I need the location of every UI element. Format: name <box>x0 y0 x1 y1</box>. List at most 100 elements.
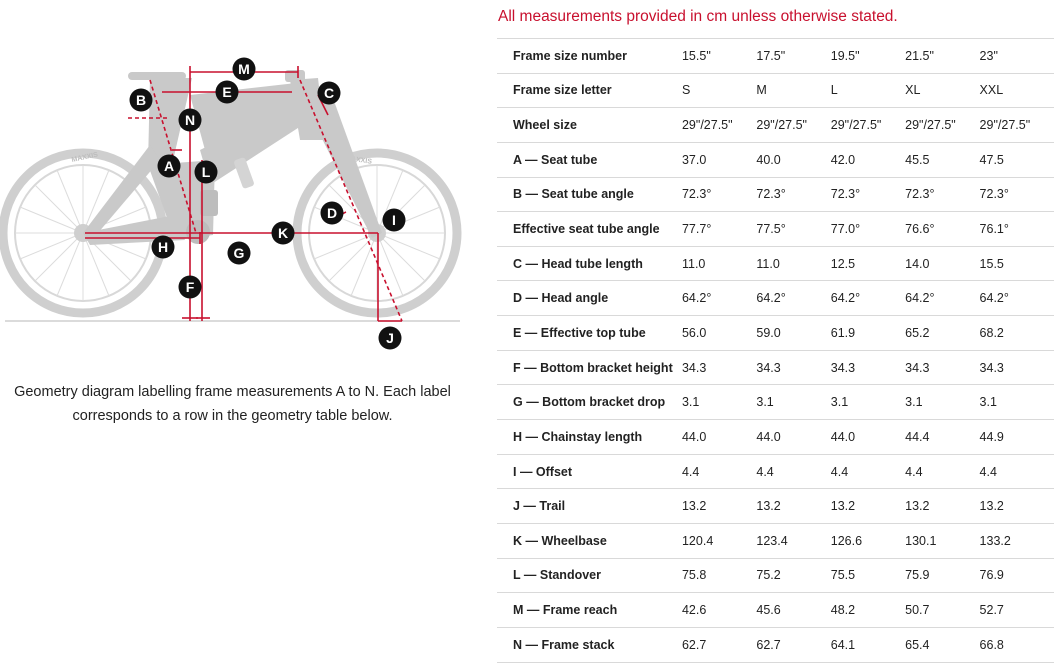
table-cell: 4.4 <box>905 464 923 479</box>
svg-text:C: C <box>324 85 334 101</box>
row-label: C — Head tube length <box>513 256 643 271</box>
svg-text:L: L <box>202 164 211 180</box>
table-cell: 29"/27.5" <box>830 118 882 133</box>
table-cell: 64.2° <box>830 291 861 306</box>
table-cell: 13.2 <box>756 499 781 514</box>
badge-D: D <box>320 201 344 225</box>
table-cell: 64.2° <box>681 291 712 306</box>
svg-text:F: F <box>186 279 195 295</box>
table-cell: 12.5 <box>830 256 856 271</box>
row-label: L — Standover <box>513 568 601 583</box>
row-label: Frame size letter <box>513 83 612 98</box>
table-cell: 65.4 <box>905 637 930 652</box>
table-cell: L <box>830 83 838 98</box>
diagram-caption: Geometry diagram labelling frame measure… <box>14 384 451 424</box>
table-cell: 72.3° <box>681 187 712 202</box>
table-cell: 75.2 <box>756 568 781 583</box>
table-cell: 72.3° <box>756 187 786 202</box>
badge-G: G <box>227 241 251 265</box>
table-row: M — Frame reach 42.6 45.6 48.2 50.7 52.7 <box>497 593 1054 628</box>
table-row: K — Wheelbase 120.4 123.4 126.6 130.1 133.2 <box>497 523 1054 559</box>
table-cell: 29"/27.5" <box>681 118 733 133</box>
svg-text:J: J <box>386 330 394 346</box>
table-cell: 45.5 <box>905 152 930 167</box>
svg-text:E: E <box>222 84 231 100</box>
table-cell: 75.9 <box>905 568 930 583</box>
svg-text:N: N <box>185 112 195 128</box>
row-label: Wheel size <box>513 118 577 133</box>
table-row: Frame size letter S M L XL XXL <box>497 73 1054 108</box>
table-row: C — Head tube length 11.0 11.0 12.5 14.0 15.5 <box>497 246 1054 281</box>
table-cell: 34.3 <box>681 360 707 375</box>
row-label: K — Wheelbase <box>513 533 607 548</box>
table-cell: 126.6 <box>830 533 863 548</box>
table-cell: 23" <box>979 48 998 63</box>
table-cell: 61.9 <box>830 325 856 340</box>
table-cell: 29"/27.5" <box>905 118 956 133</box>
table-cell: 75.5 <box>830 568 856 583</box>
badge-B: B <box>129 88 153 112</box>
table-cell: 72.3° <box>905 187 935 202</box>
table-cell: 19.5" <box>830 48 860 63</box>
table-cell: 42.6 <box>681 603 707 618</box>
badge-K: K <box>271 221 295 245</box>
table-row: H — Chainstay length 44.0 44.0 44.0 44.4 44.9 <box>497 420 1054 455</box>
svg-text:D: D <box>327 205 337 221</box>
table-row: Wheel size 29"/27.5" 29"/27.5" 29"/27.5" 29"… <box>497 108 1054 143</box>
table-cell: 13.2 <box>681 499 707 514</box>
table-cell: 59.0 <box>756 325 781 340</box>
svg-text:M: M <box>238 61 250 77</box>
table-cell: 11.0 <box>681 256 706 271</box>
table-row: G — Bottom bracket drop 3.1 3.1 3.1 3.1 3.1 <box>497 385 1054 420</box>
svg-text:A: A <box>164 158 174 174</box>
table-cell: 64.2° <box>756 291 786 306</box>
table-cell: 4.4 <box>756 464 774 479</box>
badge-N: N <box>178 108 202 132</box>
table-cell: 37.0 <box>681 152 707 167</box>
badge-H: H <box>151 235 175 259</box>
table-cell: 29"/27.5" <box>756 118 807 133</box>
row-label: D — Head angle <box>513 291 609 306</box>
table-cell: 123.4 <box>756 533 788 548</box>
table-cell: 77.5° <box>756 222 786 237</box>
badge-C: C <box>317 81 341 105</box>
table-cell: 34.3 <box>830 360 856 375</box>
table-cell: 11.0 <box>756 256 780 271</box>
table-cell: M <box>756 83 767 98</box>
table-cell: 48.2 <box>830 603 856 618</box>
table-row: D — Head angle 64.2° 64.2° 64.2° 64.2° 64.2° <box>497 281 1054 316</box>
table-cell: 66.8 <box>979 637 1004 652</box>
geometry-diagram: MAXXIS MAXXIS <box>0 57 462 350</box>
row-label: F — Bottom bracket height <box>513 360 673 375</box>
table-cell: 76.1° <box>979 222 1009 237</box>
row-label: I — Offset <box>513 464 573 479</box>
badge-A: A <box>157 154 181 178</box>
table-cell: 64.1 <box>830 637 856 652</box>
table-cell: 40.0 <box>756 152 781 167</box>
table-cell: 75.8 <box>681 568 707 583</box>
row-label: B — Seat tube angle <box>513 187 634 202</box>
table-row: B — Seat tube angle 72.3° 72.3° 72.3° 72.3° 7… <box>497 177 1054 212</box>
table-cell: 65.2 <box>905 325 930 340</box>
row-label: E — Effective top tube <box>513 325 646 340</box>
badge-E: E <box>215 80 239 104</box>
table-cell: 44.4 <box>905 429 930 444</box>
table-cell: 62.7 <box>756 637 781 652</box>
table-cell: 47.5 <box>979 152 1004 167</box>
table-cell: 44.0 <box>756 429 781 444</box>
table-cell: XL <box>905 83 921 98</box>
table-cell: 4.4 <box>830 464 849 479</box>
table-cell: 3.1 <box>830 395 849 410</box>
table-cell: 14.0 <box>905 256 930 271</box>
badge-M: M <box>232 57 256 81</box>
table-row: F — Bottom bracket height 34.3 34.3 34.3 34.… <box>497 350 1054 385</box>
label-badges: M E C B N A L D I K H G F J <box>129 57 406 350</box>
table-cell: 44.0 <box>830 429 856 444</box>
table-cell: 34.3 <box>905 360 930 375</box>
table-row: Effective seat tube angle 77.7° 77.5° 77.0°… <box>497 212 1054 247</box>
table-row: A — Seat tube 37.0 40.0 42.0 45.5 47.5 <box>497 142 1054 178</box>
table-cell: 50.7 <box>905 603 930 618</box>
table-cell: 3.1 <box>979 395 997 410</box>
table-cell: 76.9 <box>979 568 1004 583</box>
table-cell: 13.2 <box>905 499 930 514</box>
